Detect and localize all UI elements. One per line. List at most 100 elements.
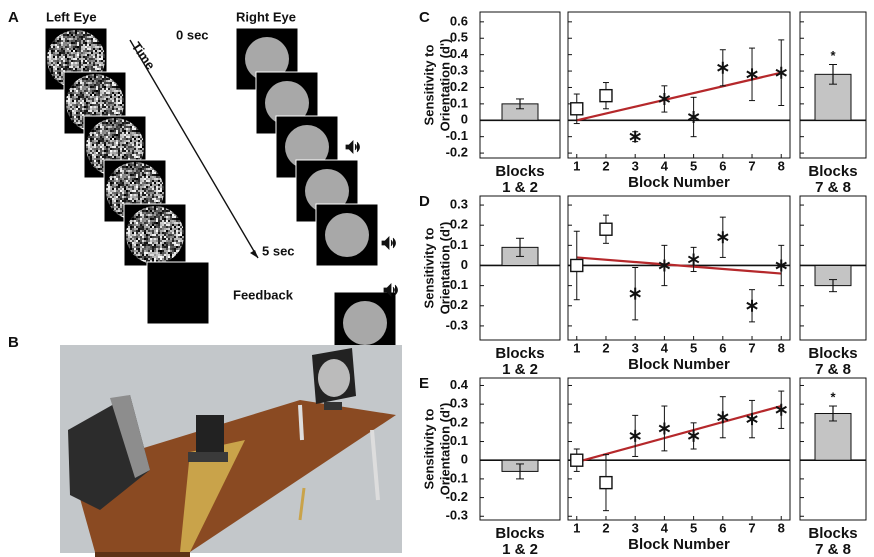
plot-frame (480, 378, 560, 520)
plot-frame (568, 196, 790, 340)
x-tick-label: 7 (748, 158, 755, 173)
x-axis-label: Block Number (628, 356, 730, 373)
y-tick-label: 0.4 (450, 377, 469, 392)
page: A Left Eye Right Eye 0 sec Time 5 sec Fe… (0, 0, 874, 557)
group-label: 7 & 8 (815, 361, 851, 378)
x-tick-label: 1 (573, 340, 580, 355)
point-star (747, 300, 757, 312)
point-star (718, 62, 728, 74)
y-axis-label: Sensitivity to (421, 408, 436, 489)
point-star (688, 111, 698, 123)
y-tick-label: 0.3 (450, 396, 468, 411)
noise-stimulus (124, 204, 186, 266)
group-label: Blocks (808, 525, 857, 542)
x-tick-label: 2 (602, 520, 609, 535)
point-star (630, 288, 640, 300)
x-tick-label: 8 (778, 158, 785, 173)
feedback-label: Feedback (233, 287, 294, 302)
y-tick-label: 0.3 (450, 197, 468, 212)
panel: CSensitivity toOrientation (d')-0.2-0.10… (419, 9, 866, 196)
group-label: 1 & 2 (502, 541, 538, 557)
x-axis-label: Block Number (628, 536, 730, 553)
y-axis-label: Sensitivity to (421, 227, 436, 308)
y-axis-label: Sensitivity to (421, 44, 436, 125)
point-square (571, 103, 583, 115)
point-star (630, 430, 640, 442)
x-tick-label: 6 (719, 520, 726, 535)
y-tick-label: 0.1 (450, 237, 468, 252)
y-tick-label: 0.6 (450, 13, 468, 28)
y-tick-label: 0.2 (450, 217, 468, 232)
y-tick-label: -0.1 (446, 470, 468, 485)
x-tick-label: 2 (602, 340, 609, 355)
x-tick-label: 4 (661, 340, 669, 355)
plot-frame (480, 196, 560, 340)
group-label: Blocks (495, 525, 544, 542)
panel-label: B (8, 334, 19, 351)
y-tick-label: -0.2 (446, 145, 468, 160)
arrow-head (250, 250, 258, 258)
y-tick-label: -0.3 (446, 508, 468, 523)
y-tick-label: 0.5 (450, 30, 468, 45)
panel: DSensitivity toOrientation (d')-0.3-0.2-… (419, 193, 866, 378)
speaker-icon (382, 237, 396, 249)
plot-frame (568, 12, 790, 158)
x-tick-label: 7 (748, 520, 755, 535)
y-tick-label: 0 (461, 452, 468, 467)
x-tick-label: 3 (632, 340, 639, 355)
end-time-label: 5 sec (262, 243, 295, 258)
apparatus-render (60, 345, 402, 557)
y-tick-label: -0.2 (446, 489, 468, 504)
group-label: 7 & 8 (815, 541, 851, 557)
y-tick-label: 0 (461, 112, 468, 127)
x-tick-label: 2 (602, 158, 609, 173)
panel-label: E (419, 375, 429, 392)
y-tick-label: 0.2 (450, 79, 468, 94)
grating-stimulus (316, 204, 378, 266)
x-tick-label: 8 (778, 340, 785, 355)
x-tick-label: 5 (690, 520, 697, 535)
y-tick-label: 0.1 (450, 95, 468, 110)
x-tick-label: 8 (778, 520, 785, 535)
significance-mark: * (830, 389, 836, 404)
y-tick-label: 0.1 (450, 433, 468, 448)
figure: A Left Eye Right Eye 0 sec Time 5 sec Fe… (0, 0, 874, 557)
x-tick-label: 7 (748, 340, 755, 355)
group-label: 1 & 2 (502, 179, 538, 196)
group-label: Blocks (808, 345, 857, 362)
y-tick-label: -0.3 (446, 317, 468, 332)
point-star (776, 404, 786, 416)
y-tick-label: 0 (461, 257, 468, 272)
group-label: Blocks (495, 163, 544, 180)
plot-frame (480, 12, 560, 158)
y-tick-label: -0.1 (446, 128, 468, 143)
y-tick-label: -0.1 (446, 277, 468, 292)
point-star (630, 131, 640, 143)
left-eye-label: Left Eye (46, 9, 97, 24)
point-square (600, 90, 612, 102)
x-tick-label: 1 (573, 520, 580, 535)
y-tick-label: 0.2 (450, 414, 468, 429)
group-label: Blocks (495, 345, 544, 362)
panel-label: D (419, 193, 430, 210)
speaker-icon (346, 141, 360, 153)
right-eye-label: Right Eye (236, 9, 296, 24)
stimuli (45, 28, 398, 354)
point-star (688, 253, 698, 265)
point-square (571, 454, 583, 466)
y-tick-label: 0.3 (450, 62, 468, 77)
point-square (571, 259, 583, 271)
x-tick-label: 1 (573, 158, 580, 173)
point-square (600, 477, 612, 489)
group-label: 1 & 2 (502, 361, 538, 378)
panel-label: A (8, 9, 19, 26)
y-tick-label: -0.2 (446, 297, 468, 312)
x-tick-label: 3 (632, 520, 639, 535)
x-tick-label: 5 (690, 340, 697, 355)
panel-label: C (419, 9, 430, 26)
x-tick-label: 3 (632, 158, 639, 173)
blank-stimulus (147, 262, 209, 324)
significance-mark: * (830, 48, 836, 63)
